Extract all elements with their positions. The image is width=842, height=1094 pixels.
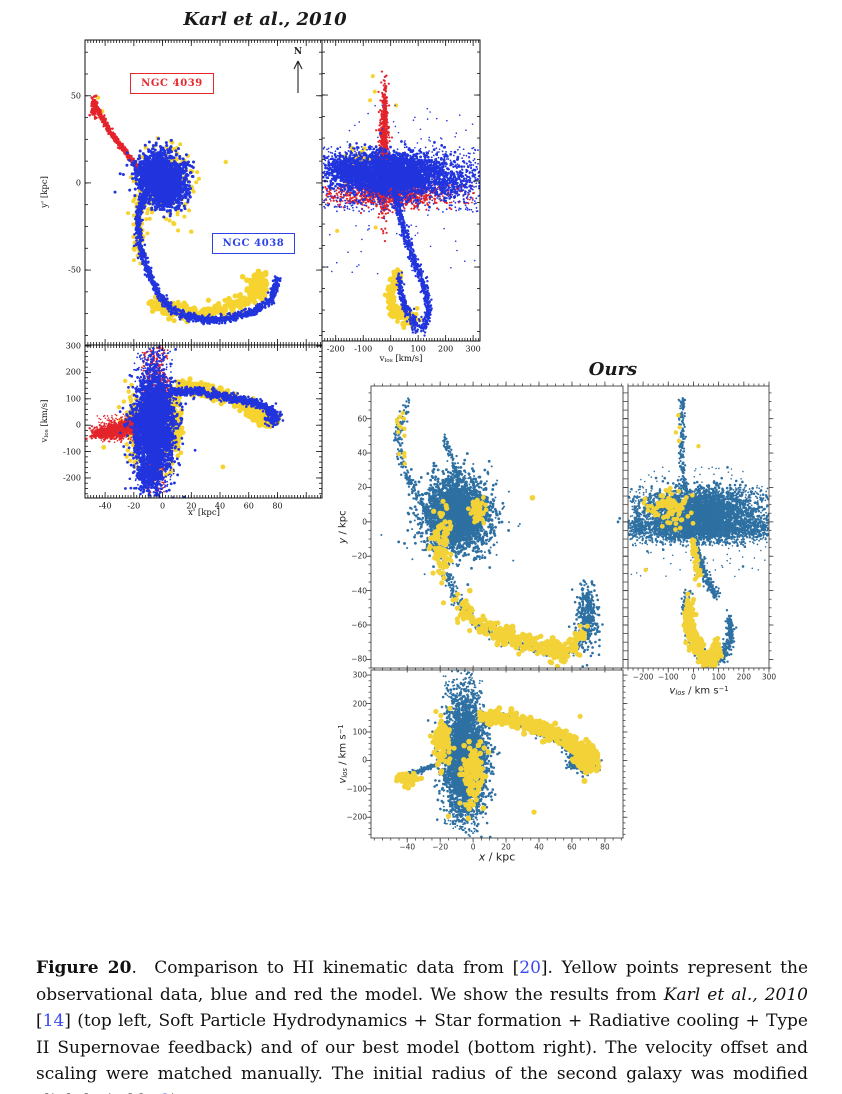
axis-label-part: v (39, 437, 50, 443)
scatter-panel-karl-vy (310, 28, 492, 353)
axis-label-part: / km s (684, 685, 719, 697)
axis-label-part: v (669, 685, 676, 697)
ngc-4038-label: NGC 4038 (212, 233, 295, 254)
caption-italic-text: Karl et al., 2010 (663, 984, 808, 1005)
caption-text: . Comparison to HI kinematic data from [ (131, 958, 520, 978)
axis-label-part: −1 (718, 684, 729, 693)
caption-figure-number: Figure 20 (36, 958, 132, 978)
axis-label: vlos [km/s] (40, 400, 50, 443)
axis-label: vlos / km s−1 (337, 724, 349, 783)
axis-label: vlos / km s−1 (669, 685, 728, 697)
axis-label-part: y (337, 537, 349, 544)
caption-text: [ (36, 1011, 43, 1031)
caption-text: ]. Yellow points represent the observati… (36, 958, 809, 1005)
axis-label: y' [kpc] (40, 176, 50, 208)
north-arrow-icon (293, 60, 303, 93)
ngc-4039-label: NGC 4039 (130, 73, 214, 94)
scatter-panel-ours-xy (359, 374, 635, 680)
axis-label-part: / kpc (337, 510, 349, 538)
axis-label-part: los (44, 429, 51, 438)
figure-caption: Figure 20. Comparison to HI kinematic da… (36, 955, 808, 1094)
axis-label-part: / kpc (485, 850, 516, 864)
axis-label-part: v (337, 777, 349, 784)
north-label: N (293, 47, 303, 57)
axis-label-part: / km s (337, 734, 349, 769)
scatter-panel-karl-xv (73, 333, 334, 510)
citation-link[interactable]: 14 (42, 1011, 65, 1031)
axis-label-part: los (341, 768, 350, 778)
caption-text: ] (top left, Soft Particle Hydrodynamics… (36, 1011, 808, 1094)
caption-text: ). (171, 1091, 183, 1094)
axis-label: y / kpc (338, 510, 349, 543)
north-arrow: N (291, 48, 305, 99)
axis-label-part: v (379, 353, 385, 364)
axis-label-part: [km/s] (39, 399, 50, 430)
axis-label-part: −1 (336, 724, 345, 735)
axis-label-part: x (478, 850, 486, 864)
axis-label-part: y' [kpc] (40, 176, 50, 208)
axis-label-part: [km/s] (392, 353, 423, 364)
axis-label-part: los (384, 358, 393, 365)
scatter-panel-ours-xv (359, 658, 635, 850)
citation-link[interactable]: 20 (519, 958, 541, 978)
axis-label: x / kpc (479, 851, 516, 864)
citation-link[interactable]: 2 (160, 1091, 171, 1094)
axis-label-part: los (675, 689, 685, 698)
scatter-panel-ours-vy (616, 374, 781, 680)
axis-label: vlos [km/s] (380, 354, 423, 364)
karl-figure-title: Karl et al., 2010 (183, 9, 347, 30)
